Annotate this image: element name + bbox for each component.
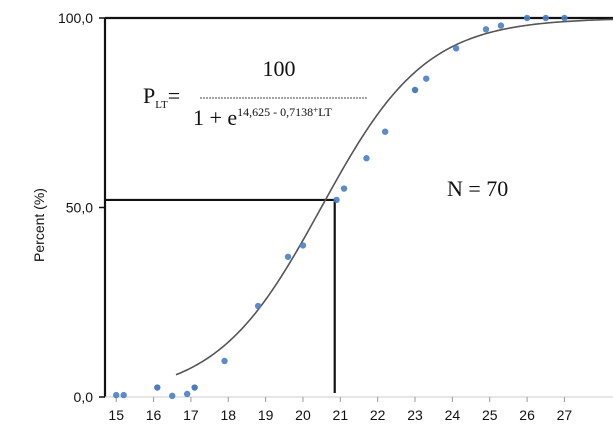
data-point — [497, 22, 505, 29]
y-tick-labels: 0,0 50,0 100,0 — [58, 10, 105, 405]
x-tick-label: 23 — [407, 407, 423, 423]
y-axis-title: Percent (%) — [31, 188, 47, 262]
x-tick-label: 17 — [183, 407, 199, 423]
data-point — [113, 391, 120, 399]
reference-lines — [105, 198, 336, 393]
data-point — [542, 14, 549, 22]
x-tick-labels: 15 16 17 18 19 20 21 22 23 24 25 26 27 — [108, 397, 572, 423]
y-tick-label: 0,0 — [74, 389, 94, 405]
x-tick-label: 24 — [445, 407, 461, 423]
x-tick-label: 18 — [220, 407, 236, 423]
data-point — [154, 384, 161, 391]
data-point — [340, 185, 348, 192]
equation-numerator: 100 — [263, 56, 296, 81]
equation-denominator-prefix: 1 + e — [193, 105, 237, 130]
data-point — [284, 253, 292, 260]
data-point — [482, 26, 490, 33]
data-point — [363, 155, 370, 162]
svg-text:PLT=: PLT= — [143, 83, 180, 111]
equation-exponent-plus: + — [313, 105, 318, 115]
data-point — [523, 14, 531, 22]
data-point — [120, 391, 127, 399]
axes-frame — [103, 16, 613, 398]
equation-exponent: 14,625 - 0,7138 — [237, 105, 313, 119]
x-tick-label: 16 — [146, 407, 162, 423]
equation-lhs-sub: LT — [155, 99, 168, 111]
data-point — [183, 390, 191, 398]
equation-equals: = — [168, 83, 180, 108]
x-tick-label: 19 — [258, 407, 274, 423]
x-tick-label: 26 — [519, 407, 535, 423]
equation-lhs: P — [143, 83, 155, 108]
svg-text:1 + e14,625 - 0,7138+LT: 1 + e14,625 - 0,7138+LT — [193, 105, 332, 130]
equation-annotation: PLT= 100 1 + e14,625 - 0,7138+LT — [143, 56, 368, 130]
y-tick-label: 100,0 — [58, 10, 93, 26]
data-points — [113, 14, 568, 400]
data-point — [452, 45, 460, 52]
data-point — [169, 392, 176, 400]
x-tick-label: 15 — [108, 407, 124, 423]
data-point — [254, 302, 262, 310]
x-tick-label: 22 — [370, 407, 386, 423]
data-point — [561, 14, 568, 22]
x-tick-label: 27 — [557, 407, 573, 423]
equation-exponent-suffix: LT — [318, 105, 332, 119]
sample-size-label: N = 70 — [447, 176, 508, 201]
y-tick-label: 50,0 — [66, 200, 93, 216]
x-tick-label: 25 — [482, 407, 498, 423]
data-point — [411, 86, 419, 94]
data-point — [381, 128, 389, 135]
x-tick-label: 20 — [295, 407, 311, 423]
data-point — [299, 242, 307, 249]
fitted-curve — [175, 18, 613, 376]
x-tick-label: 21 — [333, 407, 349, 423]
data-point — [221, 357, 228, 365]
data-point — [333, 196, 340, 204]
data-point — [191, 384, 198, 391]
data-point — [423, 75, 430, 82]
